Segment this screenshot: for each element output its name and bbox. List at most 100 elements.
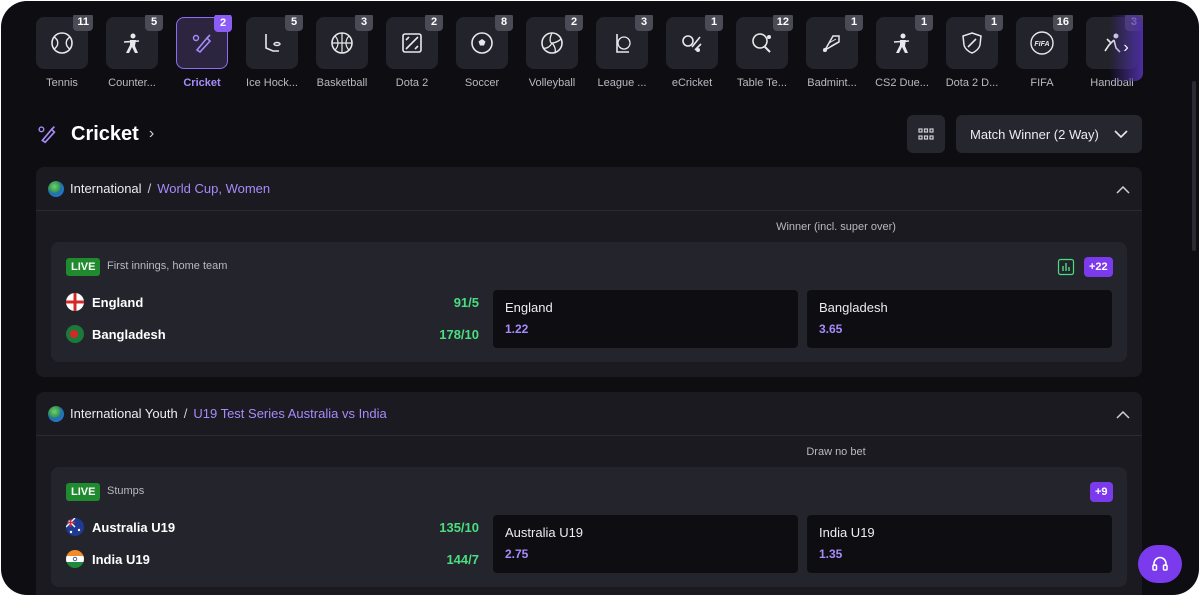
sports-scroll-right-button[interactable]: › [1109, 15, 1143, 81]
league-header[interactable]: International / World Cup, Women [36, 167, 1142, 211]
chevron-up-icon[interactable] [1116, 181, 1130, 197]
team-name: England [92, 294, 144, 310]
sport-ice-hockey[interactable]: 5 Ice Hock... [237, 15, 307, 89]
sport-soccer[interactable]: 8 Soccer [447, 15, 517, 89]
match-status: First innings, home team [107, 260, 228, 272]
sport-label: Badmint... [807, 77, 857, 89]
sport-tile: 5 [106, 15, 163, 69]
sport-fifa[interactable]: FIFA 16 FIFA [1007, 15, 1077, 89]
sport-count: 12 [772, 15, 793, 31]
sport-tile: 3 [316, 15, 373, 69]
market-select[interactable]: Match Winner (2 Way) [956, 115, 1142, 153]
sport-count: 1 [915, 15, 933, 31]
fifa-icon: FIFA [1030, 31, 1054, 55]
league-name[interactable]: U19 Test Series Australia vs India [193, 406, 387, 421]
sport-tile: FIFA 16 [1016, 15, 1073, 69]
sport-dota-2-duels[interactable]: 1 Dota 2 D... [937, 15, 1007, 89]
sport-count: 5 [285, 15, 303, 31]
sport-tile: 12 [736, 15, 793, 69]
chevron-right-icon[interactable]: › [148, 125, 155, 142]
page-scrollbar[interactable] [1192, 81, 1196, 251]
sport-counter-strike[interactable]: 5 Counter... [97, 15, 167, 89]
headset-icon [1152, 556, 1168, 571]
odds-outcome: Bangladesh [819, 300, 888, 315]
globe-icon [48, 180, 64, 197]
sport-count: 1 [985, 15, 1003, 31]
league-section: International / World Cup, Women Winner … [36, 167, 1142, 377]
league-header[interactable]: International Youth / U19 Test Series Au… [36, 392, 1142, 436]
sport-league-of-legends[interactable]: 3 League ... [587, 15, 657, 89]
live-badge: LIVE [66, 483, 101, 501]
odds-button[interactable]: Bangladesh 3.65 [807, 290, 1112, 348]
dota-shield-icon [962, 32, 982, 54]
market-select-value: Match Winner (2 Way) [970, 126, 1099, 142]
sport-label: Basketball [316, 77, 368, 89]
odds-button[interactable]: India U19 1.35 [807, 515, 1112, 573]
sport-count: 5 [145, 15, 163, 31]
league-name[interactable]: World Cup, Women [157, 181, 271, 196]
support-chat-button[interactable] [1138, 545, 1182, 583]
sport-tile: 5 [246, 15, 303, 69]
england-flag-icon [66, 293, 84, 311]
team-score: 91/5 [453, 295, 479, 310]
sport-ecricket[interactable]: 1 eCricket [657, 15, 727, 89]
sport-cs2-duels[interactable]: 1 CS2 Due... [867, 15, 937, 89]
team-home: England [66, 292, 143, 312]
sport-label: eCricket [671, 77, 713, 89]
sport-label: CS2 Due... [875, 77, 929, 89]
sport-count: 2 [565, 15, 583, 31]
shuttlecock-icon [822, 35, 840, 53]
stats-icon[interactable] [1057, 258, 1075, 276]
sport-label: Table Te... [737, 77, 787, 89]
sport-volleyball[interactable]: 2 Volleyball [517, 15, 587, 89]
league-icon [616, 34, 631, 53]
team-name: Bangladesh [92, 326, 166, 342]
match-card[interactable]: LIVE First innings, home team +22 Englan… [51, 242, 1127, 362]
odds-button[interactable]: Australia U19 2.75 [493, 515, 798, 573]
team-away: India U19 [66, 549, 150, 569]
sport-tennis[interactable]: 11 Tennis [35, 15, 97, 89]
sport-cricket[interactable]: 2 Cricket [167, 15, 237, 89]
sport-dota-2[interactable]: 2 Dota 2 [377, 15, 447, 89]
sport-label: Counter... [108, 77, 156, 89]
soccer-ball-icon [471, 32, 493, 54]
league-country: International Youth [70, 406, 178, 421]
team-score: 178/10 [439, 327, 479, 342]
sport-table-tennis[interactable]: 12 Table Te... [727, 15, 797, 89]
australia-flag-icon [66, 518, 84, 536]
chevron-up-icon[interactable] [1116, 406, 1130, 422]
odds-outcome: Australia U19 [505, 525, 584, 540]
odds-button[interactable]: England 1.22 [493, 290, 798, 348]
more-markets-badge[interactable]: +22 [1084, 257, 1113, 277]
soldier-icon [123, 33, 140, 53]
sport-badminton[interactable]: 1 Badmint... [797, 15, 867, 89]
sport-label: Soccer [464, 77, 500, 89]
sport-tile: 1 [806, 15, 863, 69]
odds-price: 3.65 [819, 322, 843, 336]
sport-label: FIFA [1030, 77, 1054, 89]
sport-count: 8 [495, 15, 513, 31]
sport-tile: 8 [456, 15, 513, 69]
more-markets-badge[interactable]: +9 [1090, 482, 1113, 502]
sport-tile: 1 [946, 15, 1003, 69]
sports-strip: 11 Tennis 5 Counter... 2 Cricket 5 Ice H… [35, 15, 1143, 95]
basketball-icon [331, 32, 353, 54]
india-flag-icon [66, 550, 84, 568]
sport-label: Ice Hock... [246, 77, 298, 89]
league-separator: / [147, 181, 152, 196]
match-status: Stumps [107, 485, 145, 497]
sport-count: 11 [73, 15, 93, 31]
live-badge: LIVE [66, 258, 101, 276]
sport-basketball[interactable]: 3 Basketball [307, 15, 377, 89]
sport-count: 3 [355, 15, 373, 31]
sport-count: 16 [1052, 15, 1073, 31]
odds-price: 2.75 [505, 547, 529, 561]
sport-count: 3 [635, 15, 653, 31]
cricket-bat-icon [192, 34, 212, 54]
sport-count: 1 [845, 15, 863, 31]
match-card[interactable]: LIVE Stumps +9 Australia U19 135/10 Indi… [51, 467, 1127, 587]
sport-tile: 2 [526, 15, 583, 69]
sport-count: 2 [214, 15, 232, 32]
page-title: Cricket [71, 122, 139, 145]
layout-toggle-button[interactable] [907, 115, 945, 153]
